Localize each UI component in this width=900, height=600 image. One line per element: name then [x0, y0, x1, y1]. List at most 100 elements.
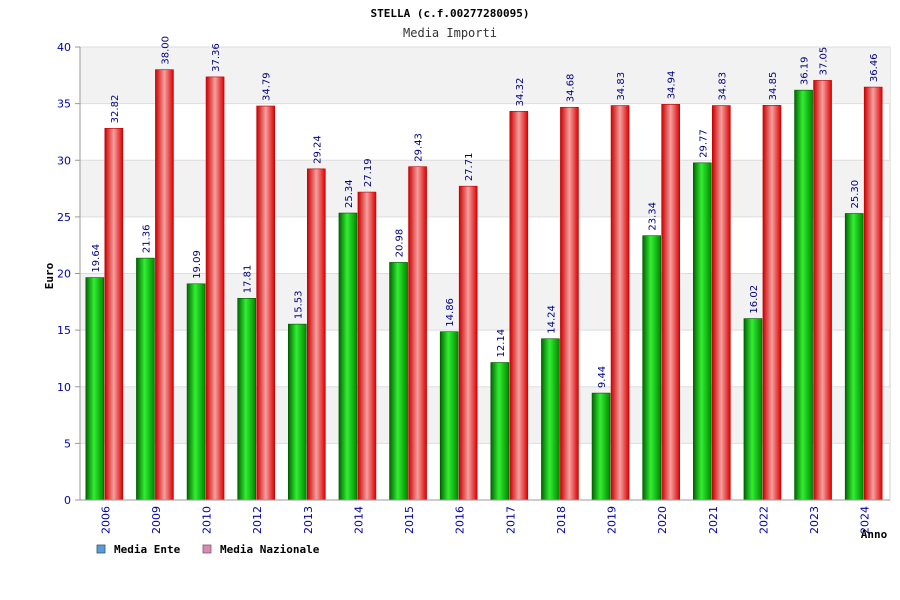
data-label: 34.79 [262, 72, 273, 101]
bar-media-ente-2023 [794, 89, 813, 501]
y-tick-label: 35 [57, 98, 71, 111]
data-label: 29.24 [312, 135, 323, 164]
data-label: 20.98 [395, 229, 406, 258]
x-tick-label: 2010 [201, 506, 214, 534]
data-label: 27.19 [363, 158, 374, 187]
bar-media-ente-2010 [186, 283, 206, 501]
y-tick-label: 30 [57, 154, 71, 167]
bar-media-ente-2009 [136, 257, 155, 501]
bar-media-nazionale-2016 [458, 185, 478, 501]
y-tick-label: 0 [64, 494, 71, 507]
legend-swatch-media-ente [96, 544, 106, 554]
legend: Media Ente Media Nazionale [96, 543, 320, 556]
x-tick-label: 2023 [808, 506, 821, 534]
bar-media-ente-2015 [389, 262, 408, 501]
bar-media-nazionale-2012 [256, 105, 275, 501]
data-label: 36.46 [869, 53, 880, 82]
x-tick-label: 2018 [555, 506, 568, 534]
x-tick-label: 2014 [352, 506, 365, 534]
bar-media-nazionale-2018 [560, 106, 579, 501]
data-label: 29.43 [414, 133, 425, 162]
data-label: 34.83 [717, 72, 728, 101]
data-label: 34.68 [565, 74, 576, 103]
data-label: 12.14 [496, 329, 507, 358]
bar-media-ente-2021 [693, 162, 712, 501]
legend-swatch-media-nazionale [202, 544, 212, 554]
bar-media-nazionale-2014 [357, 191, 377, 501]
data-label: 34.32 [515, 78, 526, 107]
data-label: 16.02 [749, 285, 760, 314]
bar-media-ente-2014 [338, 212, 358, 501]
x-tick-label: 2024 [859, 506, 872, 534]
data-label: 19.09 [192, 250, 203, 279]
chart-title: STELLA (c.f.00277280095) [371, 7, 530, 20]
x-tick-label: 2006 [99, 506, 112, 534]
y-tick-label: 10 [57, 381, 71, 394]
data-label: 9.44 [597, 366, 608, 388]
y-axis-ticks: 0 5 10 15 20 25 30 35 40 [57, 41, 81, 507]
bar-media-ente-2017 [490, 362, 510, 501]
x-tick-label: 2009 [150, 506, 163, 534]
data-label: 14.24 [546, 305, 557, 334]
bar-media-nazionale-2009 [155, 69, 174, 501]
bar-media-nazionale-2020 [661, 104, 680, 501]
data-label: 37.36 [211, 43, 222, 72]
bar-media-nazionale-2006 [104, 128, 124, 501]
x-axis-ticks: 2006 2009 2010 2012 2013 2014 2015 2016 2017 2018… [80, 499, 890, 534]
legend-label-media-ente: Media Ente [114, 543, 181, 556]
y-tick-label: 40 [57, 41, 71, 54]
x-tick-label: 2021 [707, 506, 720, 534]
x-tick-label: 2015 [403, 506, 416, 534]
y-tick-label: 15 [57, 324, 71, 337]
data-label: 37.05 [819, 47, 830, 76]
y-tick-label: 25 [57, 211, 71, 224]
y-tick-label: 20 [57, 268, 71, 281]
bar-media-nazionale-2019 [610, 105, 630, 501]
x-tick-label: 2020 [656, 506, 669, 534]
data-label: 19.64 [91, 244, 102, 273]
bar-media-ente-2020 [642, 235, 661, 501]
bar-media-ente-2016 [439, 331, 459, 501]
bars [85, 69, 883, 501]
x-tick-label: 2017 [504, 506, 517, 534]
bar-media-ente-2019 [591, 392, 611, 501]
y-tick-label: 5 [64, 437, 71, 450]
data-label: 34.85 [768, 72, 779, 101]
x-tick-label: 2022 [757, 506, 770, 534]
x-tick-label: 2016 [454, 506, 467, 534]
data-label: 14.86 [445, 298, 456, 327]
data-label: 23.34 [648, 202, 659, 231]
bar-media-ente-2012 [237, 298, 256, 501]
legend-label-media-nazionale: Media Nazionale [220, 543, 320, 556]
chart-subtitle: Media Importi [403, 26, 497, 40]
bar-media-nazionale-2023 [813, 80, 832, 501]
x-tick-label: 2012 [251, 506, 264, 534]
data-label: 32.82 [110, 95, 121, 124]
data-label: 25.34 [344, 179, 355, 208]
data-label: 34.83 [616, 72, 627, 101]
bar-media-nazionale-2017 [509, 111, 529, 501]
data-label: 36.19 [800, 57, 811, 86]
bar-media-ente-2022 [743, 318, 763, 501]
data-label: 34.94 [667, 71, 678, 100]
bar-media-nazionale-2022 [762, 105, 782, 501]
data-label: 15.53 [293, 290, 304, 319]
x-tick-label: 2019 [606, 506, 619, 534]
bar-media-ente-2018 [541, 338, 560, 501]
data-label: 17.81 [243, 265, 254, 294]
bar-media-nazionale-2010 [205, 76, 225, 501]
bar-media-nazionale-2021 [712, 105, 731, 501]
bar-media-ente-2006 [85, 277, 105, 501]
bar-media-nazionale-2015 [408, 166, 427, 501]
data-labels: 19.64 32.82 21.36 38.00 19.09 37.36 17.81 34.79… [91, 36, 880, 388]
bar-media-ente-2013 [288, 323, 307, 501]
bar-media-nazionale-2024 [863, 86, 883, 501]
y-axis-label: Euro [43, 262, 56, 289]
data-label: 29.77 [698, 129, 709, 158]
x-tick-label: 2013 [302, 506, 315, 534]
bar-media-nazionale-2013 [307, 168, 326, 501]
x-axis-label: Anno [861, 528, 888, 541]
data-label: 38.00 [160, 36, 171, 65]
data-label: 25.30 [850, 180, 861, 209]
